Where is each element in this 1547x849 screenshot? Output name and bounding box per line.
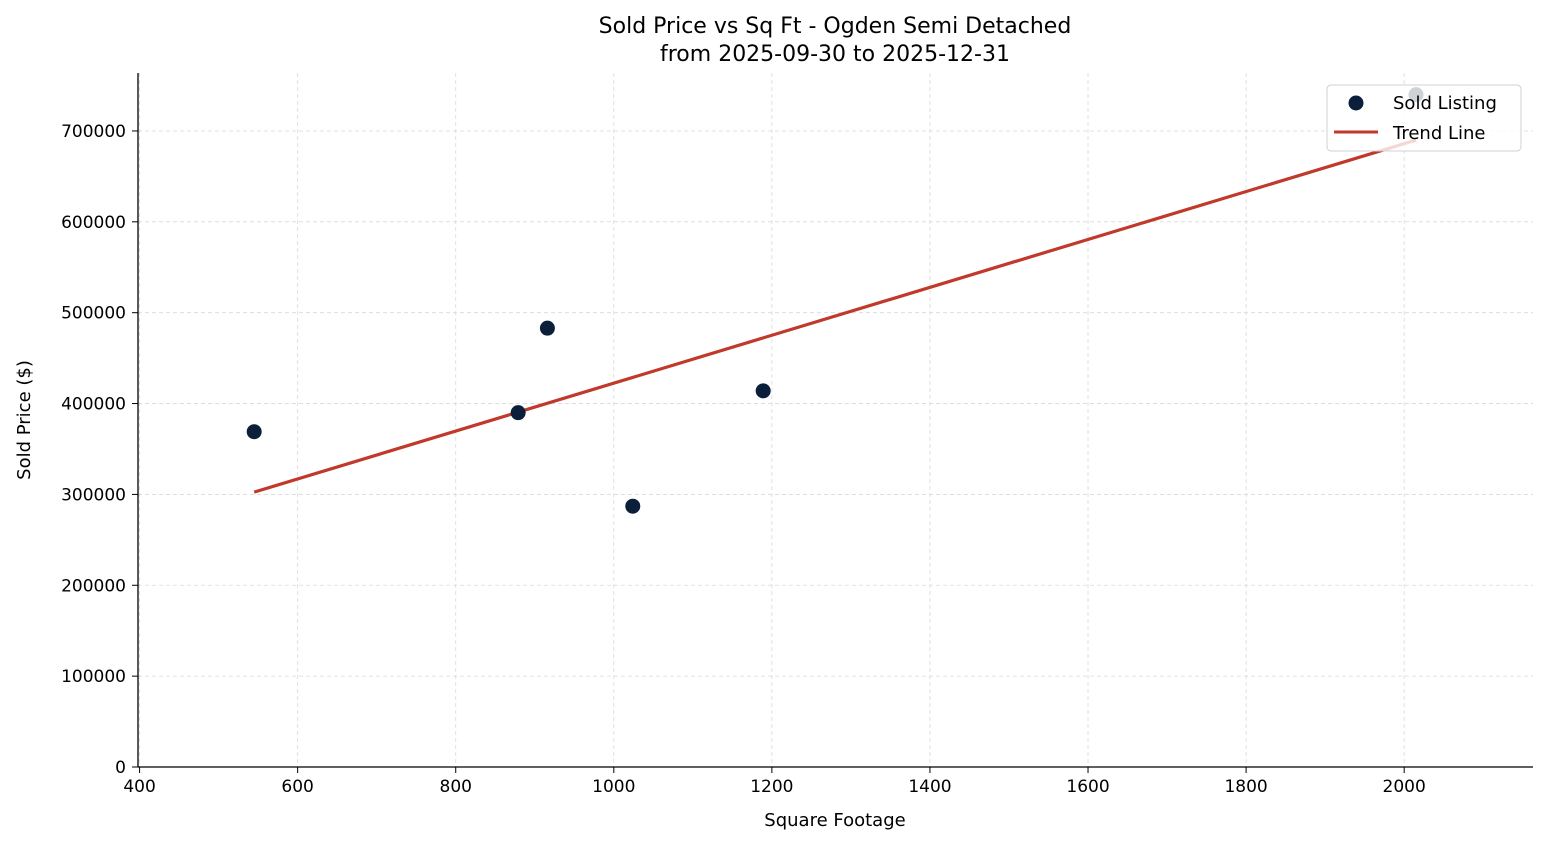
y-tick-label: 600000 (61, 213, 126, 233)
x-tick-label: 600 (281, 777, 313, 797)
trend-line (253, 138, 1417, 494)
y-tick-label: 300000 (61, 485, 126, 505)
y-tick-label: 400000 (61, 395, 126, 415)
y-tick-label: 700000 (61, 122, 126, 142)
legend-label-trend-line: Trend Line (1392, 123, 1486, 144)
points-group (246, 87, 1424, 514)
x-tick-label: 400 (123, 777, 155, 797)
x-tick-label: 800 (440, 777, 472, 797)
data-point (246, 424, 262, 440)
y-tick-label: 500000 (61, 304, 126, 324)
y-axis-label: Sold Price ($) (14, 360, 35, 480)
trend-line-group (253, 138, 1417, 494)
legend-box (1326, 84, 1522, 152)
data-point (539, 320, 555, 336)
y-ticks: 0 100000 200000 300000 400000 500000 600000 700… (61, 122, 138, 778)
x-tick-label: 1400 (908, 777, 951, 797)
data-point (625, 498, 641, 514)
y-tick-label: 200000 (61, 576, 126, 596)
x-tick-label: 1600 (1066, 777, 1109, 797)
chart-subtitle: from 2025-09-30 to 2025-12-31 (660, 42, 1010, 67)
chart-title: Sold Price vs Sq Ft - Ogden Semi Detache… (599, 14, 1072, 39)
legend-marker-sold-listing (1348, 95, 1364, 111)
data-point (755, 383, 771, 399)
y-tick-label: 0 (115, 758, 126, 778)
x-ticks: 400 600 800 1000 1200 1400 1600 1800 2000 (123, 767, 1426, 797)
x-tick-label: 1200 (750, 777, 793, 797)
data-point (510, 405, 526, 421)
x-tick-label: 1800 (1224, 777, 1267, 797)
x-axis-label: Square Footage (764, 810, 905, 831)
legend: Sold Listing Trend Line (1326, 84, 1522, 152)
x-tick-label: 1000 (592, 777, 635, 797)
y-tick-label: 100000 (61, 667, 126, 687)
x-tick-label: 2000 (1383, 777, 1426, 797)
grid (138, 73, 1533, 767)
legend-label-sold-listing: Sold Listing (1393, 93, 1497, 114)
